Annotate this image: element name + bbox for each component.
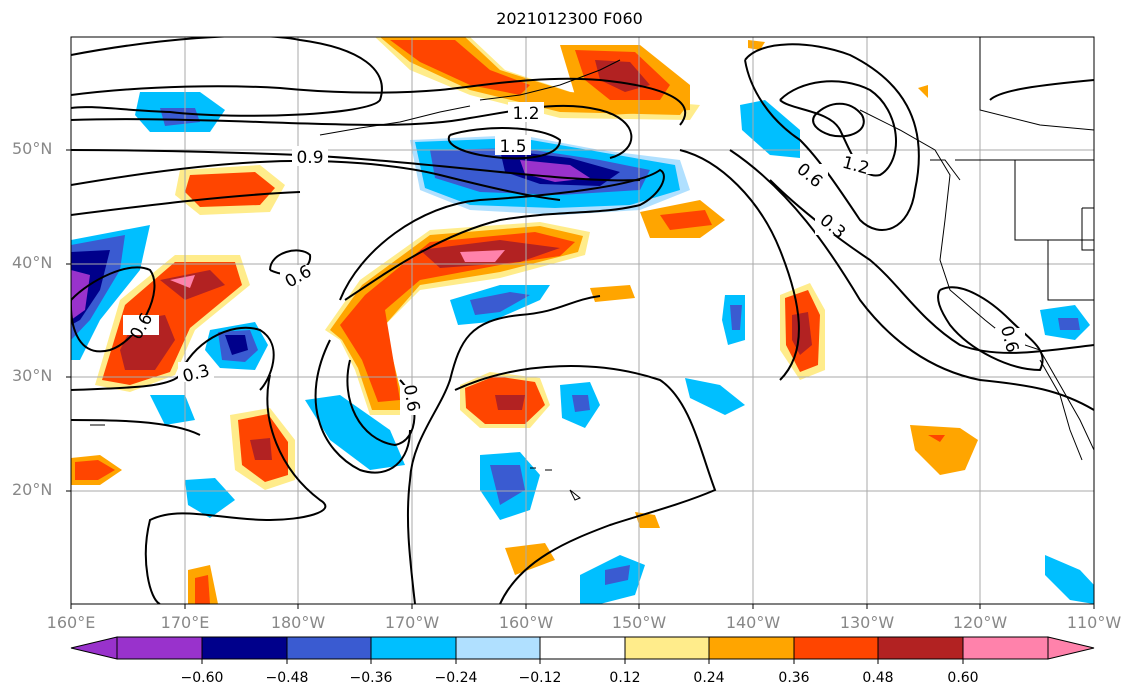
- lat-label: 40°N: [12, 253, 53, 272]
- positive-anomaly-region: [505, 543, 555, 575]
- colorbar-segment: [201, 636, 288, 660]
- positive-anomaly-region: [390, 40, 530, 95]
- colorbar-segment: [708, 636, 795, 660]
- lon-label: 160°E: [46, 613, 96, 632]
- negative-anomaly-region: [470, 292, 530, 315]
- contour-label: 0.6: [399, 383, 423, 413]
- colorbar-tick-label: 0.48: [862, 670, 894, 686]
- lat-label: 20°N: [12, 480, 53, 499]
- positive-anomaly-region: [460, 250, 505, 262]
- positive-anomaly-region: [748, 40, 765, 50]
- lon-label: 120°W: [952, 613, 1008, 632]
- colorbar-tick-label: −0.24: [434, 670, 478, 686]
- negative-anomaly-region: [1058, 318, 1080, 330]
- negative-anomaly-region: [150, 395, 195, 425]
- colorbar-tick-label: −0.36: [349, 670, 393, 686]
- positive-anomaly-region: [910, 425, 978, 475]
- positive-anomaly-region: [660, 210, 712, 230]
- positive-anomaly-region: [495, 395, 525, 410]
- contour-label: 1.2: [512, 104, 539, 124]
- positive-anomaly-region: [185, 172, 275, 207]
- negative-anomaly-region: [740, 100, 800, 158]
- negative-anomaly-region: [605, 565, 630, 585]
- negative-anomaly-region: [305, 395, 405, 470]
- negative-anomaly-region: [71, 270, 90, 320]
- positive-anomaly-region: [340, 232, 575, 402]
- negative-anomaly-region: [185, 478, 235, 518]
- negative-anomaly-region: [572, 395, 590, 412]
- contour-label: 0.9: [296, 148, 323, 168]
- contour-label-backgrounds: [123, 102, 1025, 415]
- colorbar-segment: [286, 636, 372, 660]
- colorbar-tick-label: 0.36: [778, 670, 810, 686]
- colorbar-segment: [624, 636, 710, 660]
- positive-anomaly-region: [928, 435, 945, 442]
- lat-label: 50°N: [12, 139, 53, 158]
- colorbar-segment: [70, 636, 118, 660]
- colorbar-segment: [455, 636, 541, 660]
- lon-label: 160°W: [498, 613, 554, 632]
- contour-label: 1.5: [499, 137, 526, 157]
- map-title: 2021012300 F060: [496, 9, 643, 28]
- positive-anomaly-region: [918, 85, 928, 98]
- lon-label: 170°E: [160, 613, 210, 632]
- positive-anomaly-region: [160, 270, 225, 300]
- colorbar-segment: [962, 636, 1049, 660]
- colorbar-tick-label: 0.24: [693, 670, 725, 686]
- colorbar-tick-label: 0.12: [609, 670, 641, 686]
- colorbar-segment: [793, 636, 879, 660]
- axis-tick-marks: [66, 149, 1095, 609]
- lat-label: 30°N: [12, 366, 53, 385]
- negative-anomaly-region: [730, 305, 742, 330]
- colorbar-tick-label: −0.48: [265, 670, 309, 686]
- positive-anomaly-region: [75, 460, 115, 480]
- map-frame: [70, 36, 1095, 605]
- positive-anomaly-region: [590, 285, 635, 302]
- colorbar-segment: [539, 636, 626, 660]
- colorbar-segment: [877, 636, 964, 660]
- lon-label: 110°W: [1066, 613, 1122, 632]
- colorbar: [70, 636, 1095, 664]
- negative-anomaly-region: [685, 378, 745, 415]
- positive-anomaly-region: [595, 60, 650, 92]
- lon-label: 140°W: [725, 613, 781, 632]
- lon-label: 170°W: [384, 613, 440, 632]
- colorbar-segment: [370, 636, 457, 660]
- lon-label: 130°W: [839, 613, 895, 632]
- lon-label: 150°W: [611, 613, 667, 632]
- colorbar-segment: [116, 636, 203, 660]
- colorbar-segment: [1047, 636, 1095, 660]
- map-panel: [71, 37, 1094, 604]
- negative-anomaly-region: [490, 465, 525, 505]
- colorbar-tick-label: 0.60: [947, 670, 979, 686]
- graticule: [71, 37, 1094, 604]
- colorbar-tick-label: −0.60: [180, 670, 224, 686]
- negative-anomaly-region: [1045, 555, 1094, 604]
- positive-anomaly-region: [250, 438, 272, 460]
- positive-anomaly-region: [195, 575, 210, 604]
- coastlines: [90, 37, 1094, 501]
- colorbar-tick-label: −0.12: [518, 670, 562, 686]
- lon-label: 180°W: [270, 613, 326, 632]
- negative-anomaly-region: [225, 335, 248, 355]
- positive-anomaly-region: [170, 275, 195, 288]
